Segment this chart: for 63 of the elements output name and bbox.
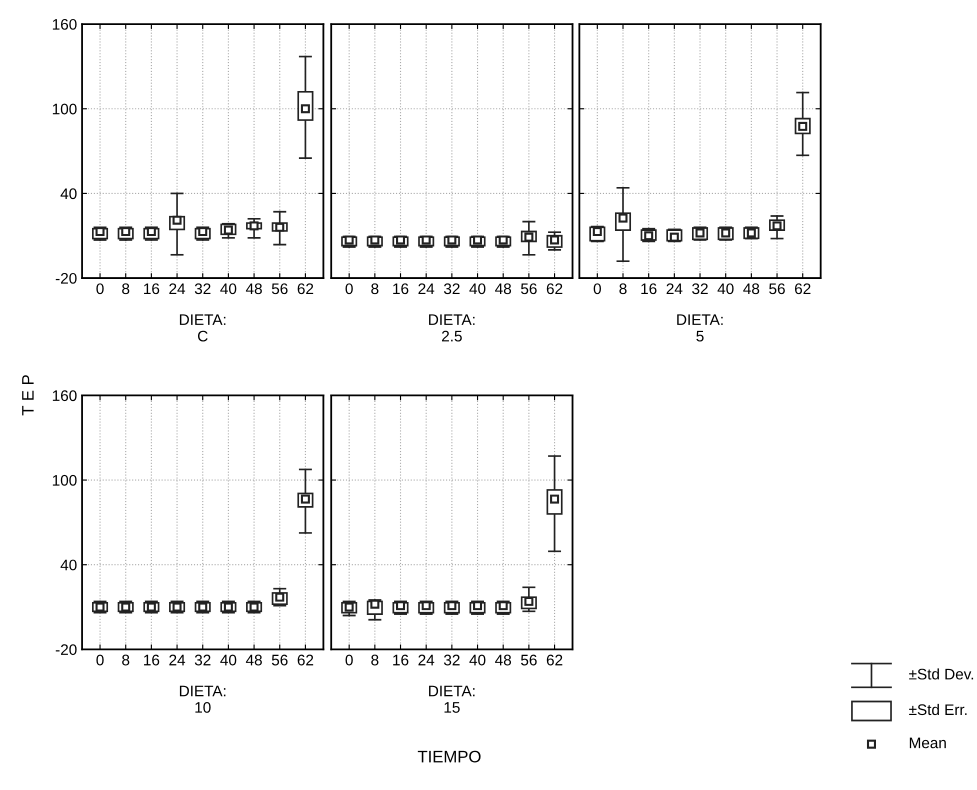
x-tick-label: 0 [96,654,104,666]
x-tick-label: 62 [546,283,562,294]
x-axis-title: DIETA: 15 [429,686,475,713]
x-tick-label: 62 [794,283,810,294]
x-tick-label: 8 [371,283,378,294]
x-tick-label: 56 [272,654,288,666]
x-tick-label: 24 [169,654,186,666]
y-tick-label: 100 [52,474,77,486]
x-tick-label: 56 [769,283,785,294]
x-tick-label: 40 [718,283,734,294]
x-tick-label: 32 [194,283,210,294]
x-tick-label: 0 [594,283,601,294]
x-tick-label: 0 [96,283,104,294]
x-tick-label: 8 [371,654,378,666]
x-tick-label: 48 [495,654,512,666]
x-tick-label: 40 [220,283,236,294]
x-tick-label: 48 [246,654,262,666]
text: ±Std Dev. [909,668,974,680]
x-axis-title: DIETA: 5 [677,314,723,342]
x-tick-label: 56 [520,283,537,294]
x-tick-label: 48 [495,283,512,294]
x-tick-label: 62 [298,283,314,294]
x-axis-title: DIETA: C [180,314,226,342]
x-axis-title: DIETA: 10 [180,686,226,713]
x-tick-label: 16 [641,283,656,294]
x-tick-label: 40 [220,654,236,666]
x-tick-label: 24 [666,283,682,294]
x-tick-label: 16 [144,283,160,294]
x-axis-title: DIETA: 2.5 [429,314,475,342]
x-tick-label: 16 [144,654,160,666]
x-tick-label: 40 [469,283,486,294]
x-tick-label: 32 [444,283,460,294]
x-tick-label: 8 [619,283,627,294]
x-tick-label: 56 [520,654,537,666]
x-tick-label: 32 [692,283,708,294]
y-tick-label: 40 [60,188,77,200]
text: Mean [910,738,946,748]
y-tick-label: 100 [52,104,77,114]
y-axis-title: T E P [22,375,34,416]
x-tick-label: 48 [743,283,760,294]
x-tick-label: 24 [169,283,186,294]
y-tick-label: 40 [60,560,77,570]
x-tick-label: 40 [469,654,486,666]
x-tick-label: 62 [546,654,562,666]
x-tick-label: 0 [346,283,353,294]
x-tick-label: 32 [444,654,460,666]
text: TIEMPO [418,750,481,763]
x-tick-label: 16 [393,283,408,294]
x-tick-label: 8 [122,654,130,666]
x-tick-label: 24 [418,283,434,294]
y-tick-label: -20 [56,272,77,284]
y-tick-label: -20 [56,644,77,656]
x-tick-label: 56 [272,283,288,294]
text: ±Std Err. [909,704,967,716]
y-tick-label: 160 [52,18,77,30]
x-tick-label: 8 [122,283,130,294]
x-tick-label: 48 [246,283,262,294]
y-tick-label: 160 [52,390,77,402]
x-tick-label: 16 [393,654,408,666]
x-tick-label: 0 [346,654,353,666]
x-tick-label: 24 [418,654,434,666]
x-tick-label: 32 [194,654,210,666]
x-tick-label: 62 [298,654,314,666]
